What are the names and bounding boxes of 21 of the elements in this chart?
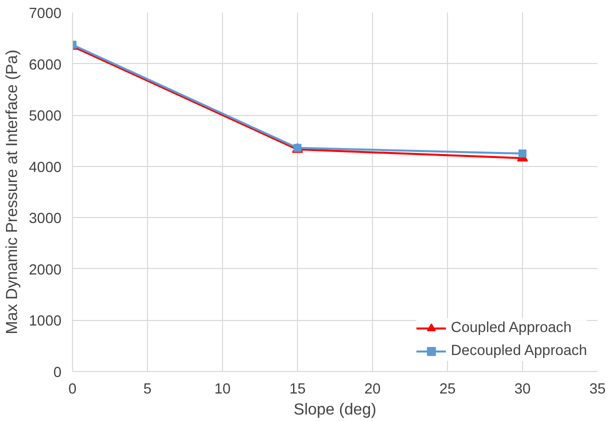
y-tick-label: 0 — [53, 365, 62, 381]
x-axis-title: Slope (deg) — [294, 402, 376, 418]
x-tick-label: 5 — [143, 382, 152, 398]
legend-label: Coupled Approach — [450, 320, 572, 336]
legend-label: Decoupled Approach — [450, 343, 587, 359]
x-tick-label: 10 — [214, 382, 231, 398]
x-tick-label: 30 — [514, 382, 531, 398]
x-tick-label: 15 — [289, 382, 306, 398]
y-tick-label: 6000 — [28, 57, 62, 74]
y-tick-label: 1000 — [28, 314, 62, 330]
x-tick-label: 0 — [68, 382, 77, 398]
y-tick-label: 5000 — [28, 108, 62, 125]
y-tick-label: 3000 — [28, 211, 62, 228]
point — [518, 150, 526, 158]
y-tick-label: 7000 — [28, 6, 62, 22]
y-axis-title: Max Dynamic Pressure at Interface (Pa) — [4, 50, 21, 334]
y-tick-label: 4000 — [28, 160, 62, 176]
x-tick-label: 20 — [364, 382, 381, 398]
y-tick-label: 2000 — [28, 262, 62, 278]
x-tick-label: 35 — [589, 382, 606, 398]
x-tick-label: 25 — [439, 382, 456, 398]
